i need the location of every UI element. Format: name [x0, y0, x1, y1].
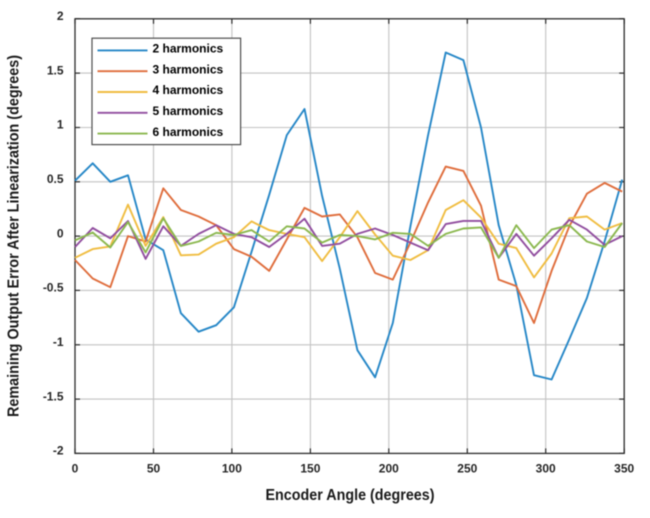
svg-text:350: 350	[614, 461, 634, 475]
svg-text:-1: -1	[53, 335, 64, 349]
svg-text:4 harmonics: 4 harmonics	[153, 83, 224, 97]
svg-text:1.5: 1.5	[47, 63, 64, 77]
svg-text:0: 0	[72, 461, 79, 475]
svg-text:2: 2	[57, 9, 64, 23]
svg-text:Remaining Output Error After L: Remaining Output Error After Linearizati…	[6, 55, 23, 417]
svg-text:50: 50	[147, 461, 161, 475]
svg-text:0.5: 0.5	[47, 172, 64, 186]
svg-text:200: 200	[379, 461, 399, 475]
svg-text:1: 1	[57, 118, 64, 132]
svg-text:3 harmonics: 3 harmonics	[153, 62, 224, 76]
svg-text:-0.5: -0.5	[43, 281, 64, 295]
svg-text:0: 0	[57, 226, 64, 240]
svg-text:100: 100	[222, 461, 242, 475]
svg-text:250: 250	[457, 461, 477, 475]
svg-text:5 harmonics: 5 harmonics	[153, 104, 224, 118]
svg-text:6 harmonics: 6 harmonics	[153, 125, 224, 139]
svg-text:-1.5: -1.5	[43, 389, 64, 403]
svg-text:Encoder Angle (degrees): Encoder Angle (degrees)	[266, 487, 435, 504]
svg-text:2 harmonics: 2 harmonics	[153, 42, 224, 56]
svg-text:300: 300	[536, 461, 556, 475]
svg-text:-2: -2	[53, 444, 64, 458]
svg-text:150: 150	[300, 461, 320, 475]
